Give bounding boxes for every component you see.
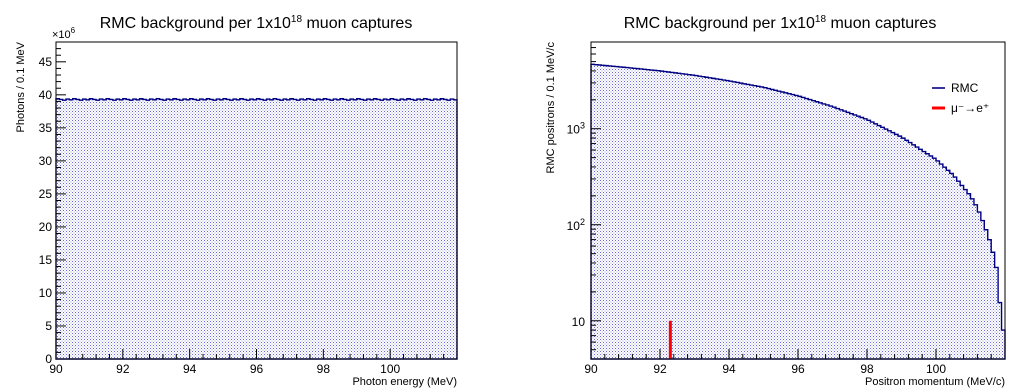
histogram-series-rmc bbox=[590, 63, 1006, 360]
chart-title-main: RMC background per 1x10 bbox=[100, 15, 291, 32]
x-tick-label: 96 bbox=[250, 362, 264, 376]
histogram-series-fill bbox=[55, 98, 458, 360]
x-tick-label: 100 bbox=[380, 362, 400, 376]
chart-title: RMC background per 1x1018 muon captures bbox=[624, 14, 937, 32]
legend-label: μ⁻→e⁺ bbox=[951, 101, 989, 115]
y-tick-label: 103 bbox=[567, 121, 585, 137]
x-tick-label: 90 bbox=[49, 362, 63, 376]
y-tick-label-base: 10 bbox=[567, 123, 581, 137]
x-tick-label: 98 bbox=[317, 362, 331, 376]
y-tick-label: 20 bbox=[39, 220, 53, 234]
y-tick-label-exp: 2 bbox=[580, 217, 585, 227]
x-tick-label: 92 bbox=[116, 362, 130, 376]
y-tick-label: 10 bbox=[572, 315, 586, 329]
chart-title-sup: 18 bbox=[815, 14, 827, 25]
y-tick-label-exp: 3 bbox=[580, 121, 585, 131]
x-tick-label: 98 bbox=[860, 362, 874, 376]
chart-title-rest: muon captures bbox=[302, 15, 412, 32]
x-tick-label: 100 bbox=[926, 362, 946, 376]
y-multiplier-base: ×10 bbox=[52, 29, 71, 41]
chart-title-main: RMC background per 1x10 bbox=[624, 15, 815, 32]
chart-title-sup: 18 bbox=[291, 14, 303, 25]
y-multiplier-exp: 6 bbox=[71, 26, 76, 35]
x-tick-label: 96 bbox=[791, 362, 805, 376]
y-tick-label: 10 bbox=[39, 286, 53, 300]
y-axis-label: RMC positrons / 0.1 MeV/c bbox=[545, 42, 557, 174]
y-tick-label: 5 bbox=[45, 319, 52, 333]
y-axis-label: Photons / 0.1 MeV bbox=[15, 41, 27, 132]
y-tick-label: 30 bbox=[39, 154, 53, 168]
chart-title: RMC background per 1x1018 muon captures bbox=[100, 14, 413, 32]
y-multiplier: ×106 bbox=[52, 26, 76, 41]
x-axis-label: Positron momentum (MeV/c) bbox=[865, 376, 1005, 388]
y-tick-label: 0 bbox=[45, 352, 52, 366]
x-tick-label: 94 bbox=[722, 362, 736, 376]
y-tick-label: 15 bbox=[39, 253, 53, 267]
y-tick-label-base: 10 bbox=[567, 219, 581, 233]
legend-label: RMC bbox=[951, 81, 979, 95]
legend: RMC μ⁻→e⁺ bbox=[932, 81, 989, 115]
y-tick-label: 40 bbox=[39, 88, 53, 102]
y-tick-label: 25 bbox=[39, 187, 53, 201]
y-tick-label: 102 bbox=[567, 217, 585, 233]
chart-title-rest: muon captures bbox=[826, 15, 936, 32]
x-axis-label: Photon energy (MeV) bbox=[352, 376, 457, 388]
y-tick-label: 45 bbox=[39, 55, 53, 69]
x-tick-label: 94 bbox=[183, 362, 197, 376]
x-tick-label: 90 bbox=[584, 362, 598, 376]
y-tick-label: 35 bbox=[39, 121, 53, 135]
y-tick-label-base: 10 bbox=[572, 315, 586, 329]
x-tick-label: 92 bbox=[653, 362, 667, 376]
